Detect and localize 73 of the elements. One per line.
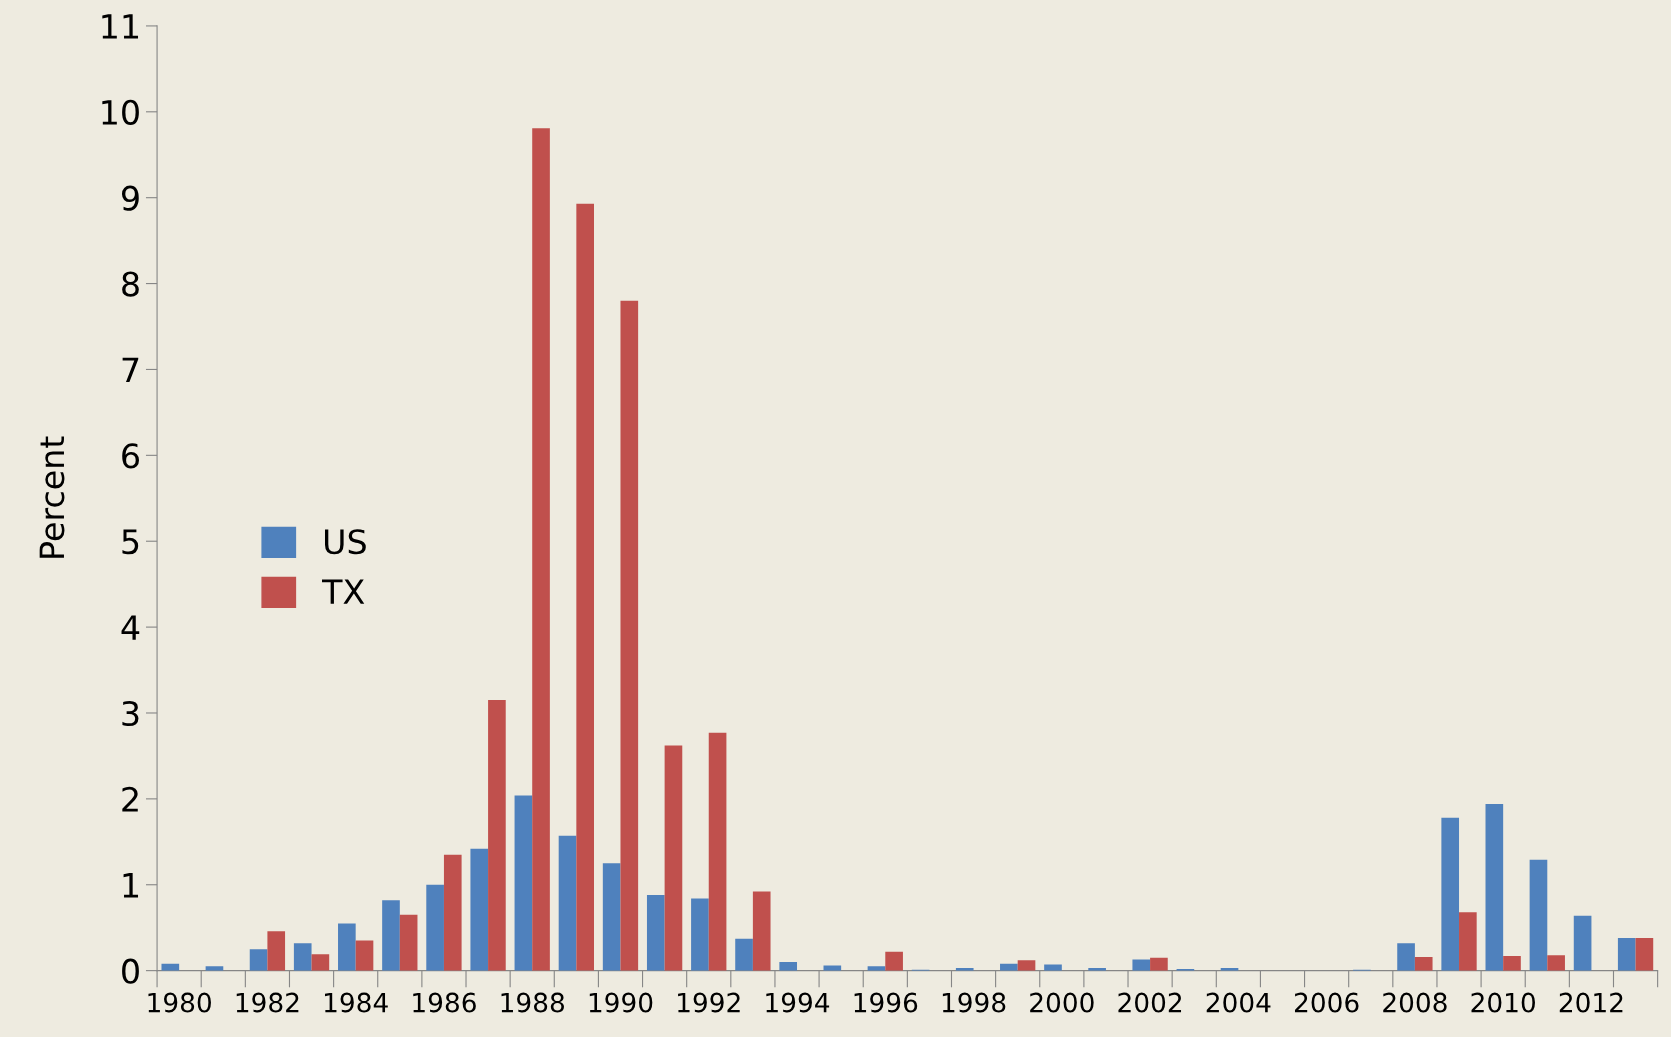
bar	[1459, 912, 1477, 971]
x-tick-label: 2012	[1559, 992, 1623, 1013]
x-tick-label: 2004	[1206, 992, 1271, 1013]
bar	[1529, 859, 1548, 971]
x-tick-label: 1996	[854, 992, 918, 1013]
bar	[443, 854, 462, 971]
bar	[664, 745, 683, 971]
x-tick-label: 2008	[1383, 992, 1447, 1013]
x-tick-label: 1980	[148, 992, 211, 1013]
bar	[1397, 943, 1415, 971]
bar	[1150, 957, 1168, 971]
bar	[779, 962, 798, 971]
bar	[691, 898, 709, 971]
y-tick-label: 2	[122, 786, 138, 812]
bar	[708, 732, 727, 971]
y-tick-label: 4	[121, 615, 140, 640]
bar	[488, 700, 506, 971]
x-tick-label: 1988	[501, 992, 564, 1013]
bar	[885, 951, 903, 971]
bar	[267, 931, 286, 971]
y-axis-title: Percent	[39, 436, 65, 558]
y-tick-label: 8	[122, 271, 139, 297]
bar	[293, 943, 312, 971]
x-tick-label: 1986	[413, 992, 476, 1013]
bar	[1132, 959, 1151, 971]
bar	[311, 954, 330, 971]
y-tick-label: 9	[121, 185, 139, 211]
bar	[752, 891, 771, 971]
bar	[382, 900, 400, 971]
bar	[576, 203, 594, 971]
bar	[1485, 804, 1504, 971]
bar	[532, 128, 550, 971]
bar	[249, 949, 268, 971]
y-tick-label: 0	[122, 958, 139, 984]
y-tick-label: 3	[122, 700, 139, 727]
y-tick-label: 1	[123, 873, 139, 898]
y-tick-label: 5	[122, 529, 139, 555]
y-tick-label: 11	[102, 14, 139, 39]
bar	[620, 300, 639, 971]
bar	[646, 895, 665, 971]
legend-label: TX	[322, 579, 365, 604]
x-tick-label: 1984	[325, 992, 388, 1013]
bar	[1635, 938, 1654, 971]
bar	[602, 863, 621, 971]
x-tick-label: 1990	[589, 992, 653, 1013]
x-tick-label: 1998	[942, 992, 1006, 1013]
x-tick-label: 2000	[1030, 992, 1094, 1013]
bar	[426, 884, 444, 971]
bar	[1573, 915, 1592, 971]
bar	[735, 938, 753, 971]
x-tick-label: 1982	[236, 992, 299, 1013]
y-tick-label: 6	[122, 443, 139, 469]
x-tick-label: 2010	[1471, 992, 1535, 1013]
x-tick-label: 2002	[1118, 992, 1182, 1013]
bar	[1503, 956, 1521, 971]
bar	[1441, 817, 1460, 971]
bar	[470, 848, 489, 971]
bar	[514, 795, 533, 971]
bar	[1414, 956, 1433, 971]
bar	[823, 965, 842, 971]
x-tick-label: 1994	[766, 992, 830, 1013]
bar	[1017, 960, 1036, 971]
bar	[558, 835, 577, 971]
bar	[1547, 955, 1565, 971]
bar	[355, 940, 374, 971]
legend-label: US	[325, 529, 366, 555]
x-tick-label: 2006	[1294, 992, 1359, 1013]
y-tick-label: 10	[102, 99, 139, 125]
x-tick-label: 1992	[678, 992, 740, 1013]
bar	[338, 923, 356, 971]
bar	[399, 914, 418, 971]
bar	[1617, 938, 1636, 971]
y-tick-label: 7	[122, 357, 139, 383]
